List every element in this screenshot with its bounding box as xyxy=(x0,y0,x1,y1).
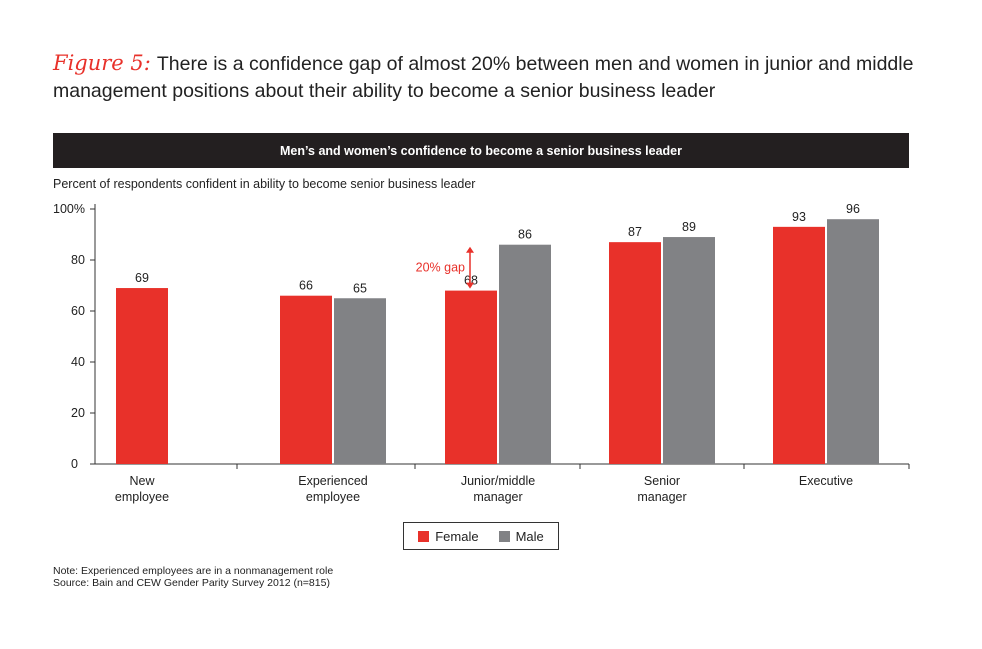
bar-chart: 0 20 40 60 80 100% 69 New employee 66 65 Experience… xyxy=(53,202,910,504)
y-tick-label: 40 xyxy=(71,355,85,369)
chart-title-banner: Men’s and women’s confidence to become a… xyxy=(53,133,909,168)
data-label: 87 xyxy=(628,225,642,239)
y-tick-label: 100% xyxy=(53,202,85,216)
gap-arrow-head-up xyxy=(466,246,474,253)
bar-female xyxy=(116,288,168,464)
x-tick-label: employee xyxy=(115,490,169,504)
figure-title: Figure 5: There is a confidence gap of al… xyxy=(53,50,953,105)
bar-female xyxy=(609,242,661,464)
data-label: 93 xyxy=(792,210,806,224)
legend-swatch-female xyxy=(418,530,430,542)
bar-female xyxy=(445,290,497,464)
legend-label-male: Male xyxy=(515,528,544,544)
bar-female xyxy=(773,226,825,464)
note-text: Note: Experienced employees are in a non… xyxy=(53,565,334,577)
x-tick-label: manager xyxy=(637,490,686,504)
x-tick-label: Experienced xyxy=(298,474,368,488)
x-tick-label: employee xyxy=(306,490,360,504)
figure-title-text: There is a confidence gap of almost 20% … xyxy=(53,53,914,102)
bar-female xyxy=(280,295,332,464)
data-label: 89 xyxy=(682,220,696,234)
figure-label: Figure 5: xyxy=(53,51,151,75)
y-tick-label: 20 xyxy=(71,406,85,420)
x-tick-label: Senior xyxy=(644,474,680,488)
legend-label-female: Female xyxy=(435,528,479,544)
bar-male xyxy=(499,244,551,464)
data-label: 69 xyxy=(135,271,149,285)
bar-male xyxy=(663,237,715,464)
source-text: Source: Bain and CEW Gender Parity Surve… xyxy=(53,577,330,589)
x-tick-label: manager xyxy=(473,490,522,504)
y-tick-label: 60 xyxy=(71,304,85,318)
data-label: 66 xyxy=(299,279,313,293)
chart-title: Men’s and women’s confidence to become a… xyxy=(280,143,682,158)
data-label: 86 xyxy=(518,228,532,242)
y-tick-label: 80 xyxy=(71,253,85,267)
legend-swatch-male xyxy=(498,530,510,542)
y-tick-label: 0 xyxy=(71,457,78,471)
data-label: 65 xyxy=(353,281,367,295)
data-label: 96 xyxy=(846,202,860,216)
legend: Female Male xyxy=(403,522,559,550)
bar-male xyxy=(827,219,879,464)
gap-annotation-label: 20% gap xyxy=(416,261,465,275)
x-tick-label: Junior/middle xyxy=(461,474,535,488)
y-axis-label: Percent of respondents confident in abil… xyxy=(53,177,476,191)
notes: Note: Experienced employees are in a non… xyxy=(53,565,333,589)
legend-item-female: Female xyxy=(418,528,479,544)
x-tick-label: New xyxy=(129,474,155,488)
gap-arrow-head-down xyxy=(466,282,474,289)
bar-male xyxy=(334,298,386,464)
legend-item-male: Male xyxy=(498,528,544,544)
x-tick-label: Executive xyxy=(799,474,853,488)
